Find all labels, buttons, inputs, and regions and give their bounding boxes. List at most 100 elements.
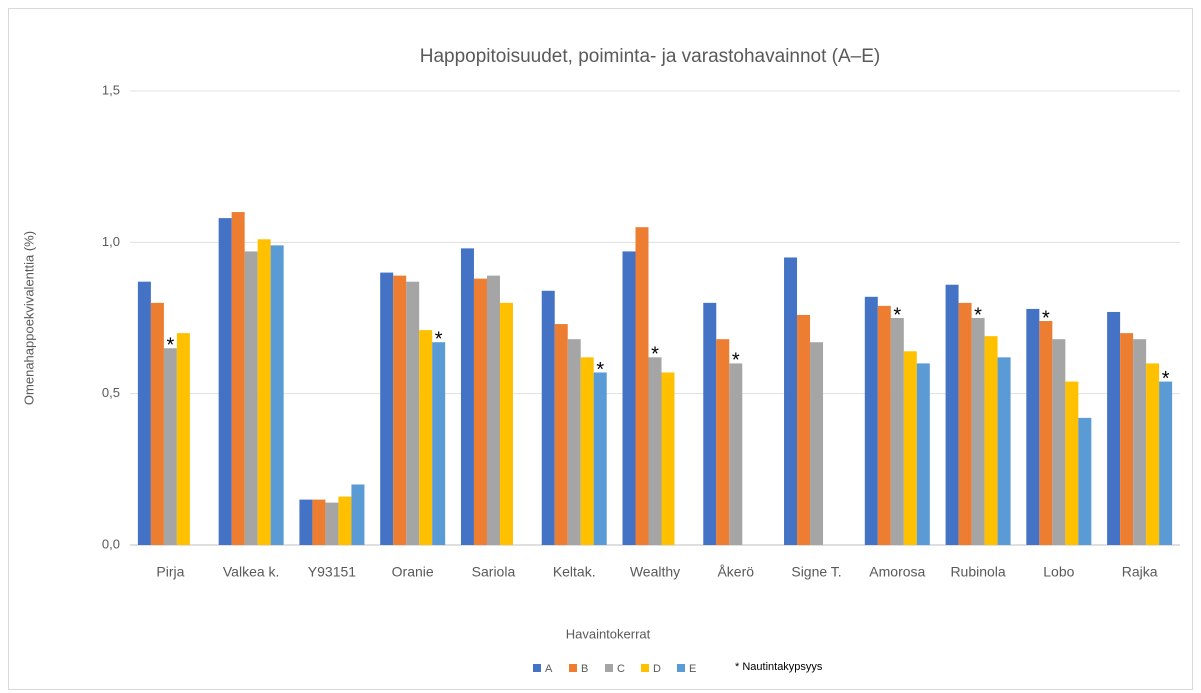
bar [1146, 363, 1160, 545]
legend-label: A [545, 663, 553, 675]
chart-title: Happopitoisuudet, poiminta- ja varastoha… [420, 46, 881, 67]
legend-label: C [617, 663, 625, 675]
legend-note: * Nautintakypsyys [735, 661, 823, 673]
bar [231, 212, 245, 546]
bar [648, 357, 662, 545]
bar [635, 227, 649, 545]
bar [729, 363, 743, 545]
x-tick-label: Wealthy [630, 564, 680, 580]
bar [958, 302, 972, 545]
bar [460, 248, 474, 546]
bar [312, 499, 326, 545]
x-tick-label: Åkerö [717, 564, 754, 580]
bar [703, 302, 717, 545]
bar [1133, 339, 1147, 545]
bar [567, 339, 581, 545]
bar [622, 251, 636, 545]
x-tick-label: Rubinola [950, 564, 1005, 580]
y-tick-label: 1,5 [102, 82, 120, 97]
bar [137, 281, 151, 545]
bar [1052, 339, 1066, 545]
bar [1039, 321, 1053, 545]
bar [257, 239, 271, 545]
bar [473, 278, 487, 545]
x-tick-label: Valkea k. [223, 564, 280, 580]
annotation: * [1162, 368, 1170, 390]
bar [984, 336, 998, 545]
bar [432, 342, 446, 545]
x-tick-label: Oranie [392, 564, 434, 580]
x-tick-label: Y93151 [308, 564, 356, 580]
annotation: * [651, 344, 659, 366]
bar [270, 245, 284, 546]
legend-swatch [569, 664, 577, 672]
bar [351, 484, 365, 545]
annotation: * [596, 359, 604, 381]
legend-swatch [533, 664, 541, 672]
bar [864, 296, 878, 545]
bar [499, 302, 513, 545]
bar [393, 275, 407, 545]
annotation: * [166, 335, 174, 357]
y-tick-label: 1,0 [102, 234, 120, 249]
bar [810, 342, 824, 545]
bar [1026, 308, 1040, 545]
legend-label: D [653, 663, 661, 675]
y-tick-label: 0,0 [102, 536, 120, 551]
bar [419, 330, 433, 545]
legend-swatch [677, 664, 685, 672]
x-tick-label: Lobo [1043, 564, 1074, 580]
annotation: * [893, 304, 901, 326]
legend-swatch [605, 664, 613, 672]
x-axis-title: Havaintokerrat [566, 626, 651, 641]
bar [877, 305, 891, 545]
bar [971, 318, 985, 545]
legend-swatch [641, 664, 649, 672]
x-tick-label: Rajka [1122, 564, 1158, 580]
bar [406, 281, 420, 545]
bar [325, 502, 339, 545]
bar [554, 324, 568, 545]
bar [997, 357, 1011, 545]
bar [916, 363, 930, 545]
bar [797, 314, 811, 545]
bar [661, 372, 675, 545]
annotation: * [1042, 307, 1050, 329]
bar [486, 275, 500, 545]
bar [1120, 333, 1134, 545]
bar [890, 318, 904, 545]
bar [244, 251, 258, 545]
x-tick-label: Signe T. [791, 564, 841, 580]
legend-label: E [689, 663, 696, 675]
bar [1078, 417, 1092, 545]
x-tick-label: Keltak. [553, 564, 596, 580]
bar [541, 290, 555, 545]
bar [163, 348, 177, 545]
bar [1159, 381, 1173, 545]
x-tick-label: Pirja [156, 564, 184, 580]
bar [1065, 381, 1079, 545]
legend-label: B [581, 663, 588, 675]
bar [1107, 311, 1121, 545]
bar [218, 218, 232, 545]
annotation: * [435, 328, 443, 350]
bar [299, 499, 313, 545]
x-tick-label: Sariola [472, 564, 516, 580]
y-axis-title: Omenahappoekvivalenttia (%) [21, 231, 36, 405]
bar [593, 372, 607, 545]
bar [176, 333, 190, 545]
bar [716, 339, 730, 545]
annotation: * [974, 304, 982, 326]
x-tick-label: Amorosa [869, 564, 925, 580]
bar [580, 357, 594, 545]
bar [380, 272, 394, 545]
annotation: * [732, 350, 740, 372]
bar [338, 496, 352, 545]
bar [945, 284, 959, 545]
bar [150, 302, 164, 545]
bar [784, 257, 798, 545]
y-tick-label: 0,5 [102, 385, 120, 400]
bar [903, 351, 917, 545]
